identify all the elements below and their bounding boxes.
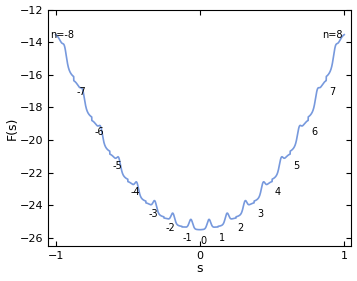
Text: 4: 4 <box>275 187 281 197</box>
Text: -7: -7 <box>76 87 86 97</box>
Text: -3: -3 <box>149 209 159 219</box>
Text: n=8: n=8 <box>323 30 343 40</box>
Text: 3: 3 <box>257 209 263 219</box>
X-axis label: s: s <box>197 262 203 275</box>
Text: 2: 2 <box>237 223 244 233</box>
Y-axis label: F(s): F(s) <box>6 116 19 140</box>
Text: 5: 5 <box>293 161 299 171</box>
Text: 1: 1 <box>219 232 225 243</box>
Text: -6: -6 <box>95 127 104 137</box>
Text: -5: -5 <box>113 161 122 171</box>
Text: -2: -2 <box>165 223 175 233</box>
Text: 0: 0 <box>201 235 207 246</box>
Text: 6: 6 <box>311 127 317 137</box>
Text: n=-8: n=-8 <box>50 30 74 40</box>
Text: 7: 7 <box>329 87 335 97</box>
Text: -1: -1 <box>183 232 192 243</box>
Text: -4: -4 <box>131 187 140 197</box>
